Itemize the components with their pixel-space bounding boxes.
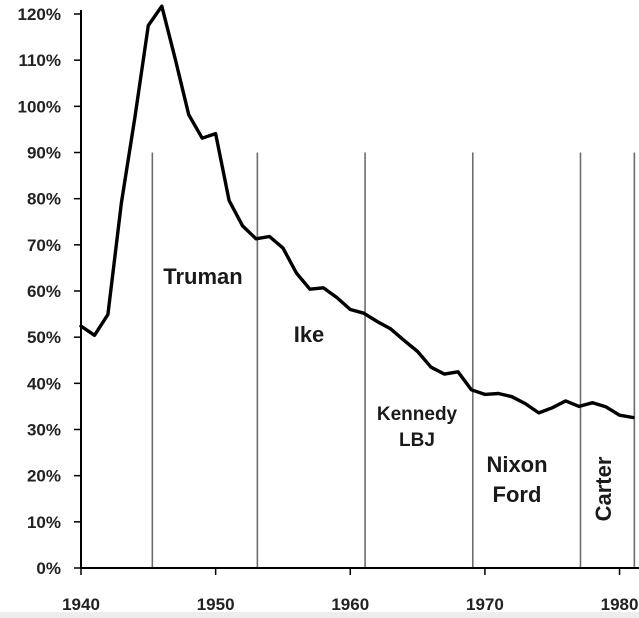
x-tick-label: 1970 — [466, 595, 504, 614]
x-tick-label: 1940 — [62, 595, 100, 614]
era-label: Carter — [591, 456, 616, 521]
x-tick-label: 1960 — [331, 595, 369, 614]
y-tick-label: 70% — [27, 236, 61, 255]
y-tick-label: 0% — [36, 559, 61, 578]
y-tick-label: 60% — [27, 282, 61, 301]
y-tick-label: 40% — [27, 374, 61, 393]
y-tick-label: 110% — [18, 51, 61, 70]
x-tick-label: 1980 — [601, 595, 639, 614]
y-tick-label: 80% — [27, 190, 61, 209]
y-tick-label: 10% — [27, 513, 61, 532]
series-line — [79, 4, 635, 420]
era-label: Nixon Ford — [486, 452, 547, 507]
era-labels: Truman Ike Kennedy LBJ Nixon Ford Carter — [163, 264, 616, 521]
data-series — [79, 4, 635, 420]
y-tick-label: 50% — [27, 328, 61, 347]
x-axis: 1940 1950 1960 1970 1980 — [62, 567, 639, 614]
y-tick-label: 20% — [27, 467, 61, 486]
era-label: Truman — [163, 264, 242, 289]
y-tick-label: 30% — [27, 421, 61, 440]
bottom-strip — [0, 612, 639, 618]
x-tick-label: 1950 — [197, 595, 235, 614]
era-dividers — [151, 152, 636, 568]
era-label: Kennedy LBJ — [377, 404, 458, 451]
y-tick-label: 100% — [18, 97, 61, 116]
era-label: Ike — [294, 322, 325, 347]
y-tick-label: 90% — [27, 144, 61, 163]
y-axis: 0% 10% 20% 30% 40% 50% 60% 70% 80% 90% 100% 110% 120… — [18, 5, 82, 578]
y-tick-label: 120% — [18, 5, 61, 24]
